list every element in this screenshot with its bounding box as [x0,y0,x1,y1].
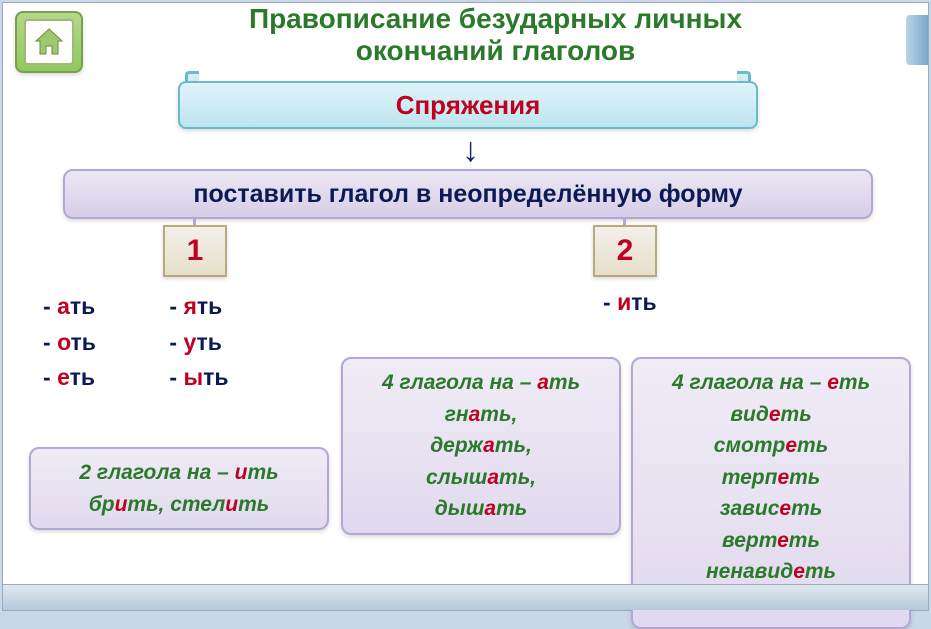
home-icon-bg [24,19,74,65]
down-arrow-icon: ↓ [462,131,479,170]
right-decoration [906,15,928,65]
endings-group-1: - ать - оть - еть - ять - уть - ыть [43,289,289,396]
infinitive-label: поставить глагол в неопределённую форму [193,180,742,209]
number-box-1: 1 [163,225,227,277]
ex2-header: 4 глагола на – ать [353,367,609,399]
exception-box-1: 2 глагола на – ить брить, стелить [29,447,329,530]
endings-group-2: - ить [603,289,657,316]
conjugation-box: Спряжения [178,81,758,129]
slide-frame: Правописание безударных личных окончаний… [2,2,929,611]
ex2-w1: гнать, [353,399,609,431]
ex3-w4: зависеть [643,493,899,525]
number-box-2: 2 [593,225,657,277]
ex2-w4: дышать [353,493,609,525]
ending-ut: - уть [169,325,289,361]
title-line-2: окончаний глаголов [93,35,898,67]
ending-et: - еть [43,360,163,396]
number-1: 1 [187,234,204,268]
ex3-w6: ненавидеть [643,556,899,588]
ex3-w5: вертеть [643,525,899,557]
ex2-w3: слышать, [353,462,609,494]
bottom-bar [3,584,928,610]
number-2: 2 [617,234,634,268]
house-icon [32,27,66,57]
ending-yt: - ыть [169,360,289,396]
endings-col-2: - ять - уть - ыть [169,289,289,396]
ex3-header: 4 глагола на – еть [643,367,899,399]
ending-at: - ать [43,289,163,325]
ending-ot: - оть [43,325,163,361]
ex1-header: 2 глагола на – ить [41,457,317,489]
home-button[interactable] [15,11,83,73]
exception-box-2: 4 глагола на – ать гнать, держать, слыша… [341,357,621,535]
infinitive-box: поставить глагол в неопределённую форму [63,169,873,219]
ex3-w2: смотреть [643,430,899,462]
title-line-1: Правописание безударных личных [93,3,898,35]
ex3-w1: видеть [643,399,899,431]
ex2-w2: держать, [353,430,609,462]
slide-title: Правописание безударных личных окончаний… [93,3,898,67]
endings-col-1: - ать - оть - еть [43,289,163,396]
ex3-w3: терпеть [643,462,899,494]
ending-yat: - ять [169,289,289,325]
ex1-words: брить, стелить [41,489,317,521]
conjugation-label: Спряжения [396,90,541,121]
